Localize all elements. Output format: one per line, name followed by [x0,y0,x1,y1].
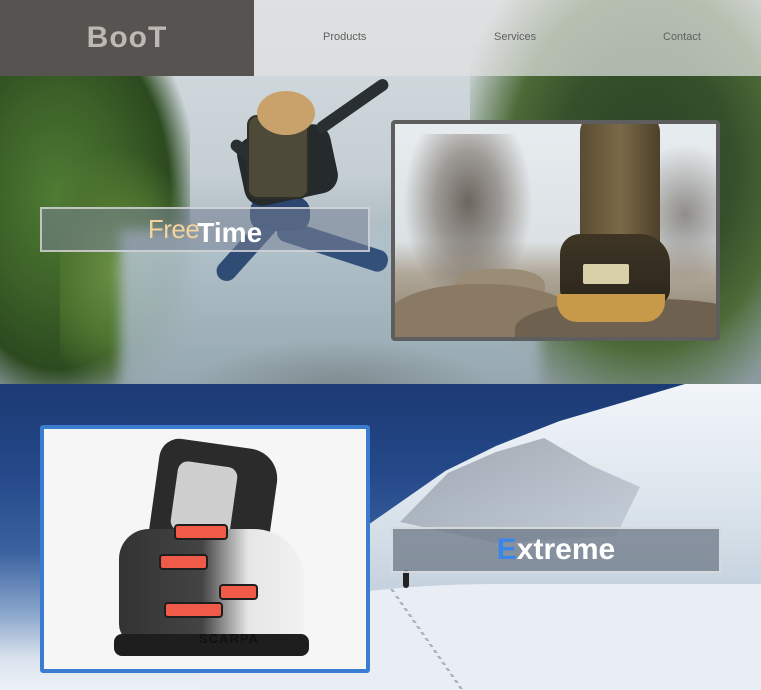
hiking-boot-photo[interactable] [391,120,720,341]
nav-link-services[interactable]: Services [494,31,537,43]
top-navigation: BooT Products Services Contact [0,0,761,76]
nav-link-products[interactable]: Products [323,31,367,43]
mountaineer-figure [403,570,409,588]
buckle-icon [219,584,258,600]
free-time-title-main: Time [197,216,263,248]
extreme-title-banner: E xtreme [391,527,721,573]
brand-logo[interactable]: BooT [0,0,254,76]
boot-leg-image [580,124,660,254]
ski-boot-image: SCARPA [104,434,314,664]
free-time-title-accent: Free [147,214,200,244]
ski-boot-photo[interactable]: SCARPA [40,425,370,673]
nav-links: Products Services Contact [254,0,761,76]
free-time-title-banner: Free Time [40,207,370,252]
ski-boot-brand: SCARPA [199,631,259,646]
buckle-icon [174,524,228,540]
nav-link-contact[interactable]: Contact [663,31,701,43]
brand-name: BooT [86,21,168,54]
buckle-icon [159,554,208,570]
boot-sole [557,294,665,322]
extreme-title-main: xtreme [516,533,616,566]
jumping-hiker-image [205,76,405,286]
extreme-title-accent: E [496,533,517,566]
boot-label [583,264,629,284]
rocks-background [190,340,490,384]
buckle-icon [164,602,223,618]
